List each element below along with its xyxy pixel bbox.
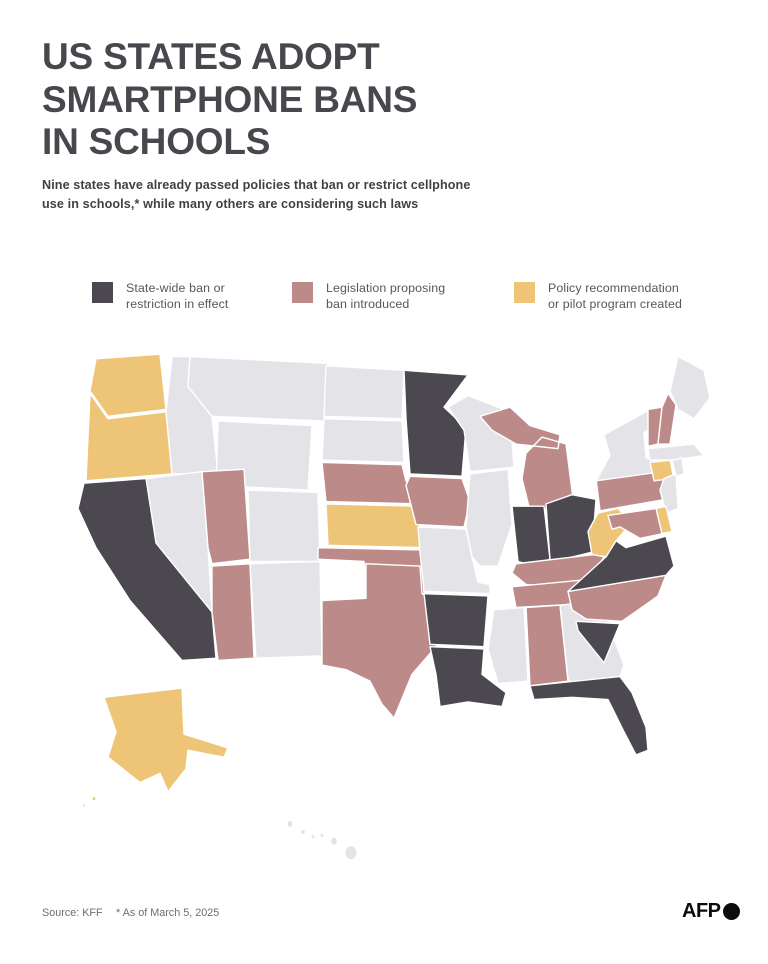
- state-hawaii-island: [330, 837, 337, 845]
- page-subtitle: Nine states have already passed policies…: [42, 176, 470, 214]
- state-hawaii-island: [311, 834, 315, 839]
- state-mississippi: [488, 608, 528, 684]
- subtitle-line-2: use in schools,* while many others are c…: [42, 196, 419, 211]
- state-alaska: [104, 688, 228, 792]
- state-california: [78, 479, 216, 661]
- subtitle-line-1: Nine states have already passed policies…: [42, 178, 471, 192]
- state-montana: [188, 357, 328, 421]
- state-illinois: [466, 469, 512, 566]
- title-line-3: IN SCHOOLS: [42, 121, 271, 163]
- state-ohio: [546, 495, 596, 562]
- state-kansas: [326, 504, 422, 548]
- legend-item-statewide-ban: State-wide ban or restriction in effect: [92, 280, 228, 313]
- state-arkansas: [424, 594, 488, 647]
- state-south-dakota: [322, 419, 404, 463]
- state-maryland: [608, 508, 662, 538]
- state-nebraska: [322, 462, 418, 503]
- footnote: * As of March 5, 2025: [116, 907, 220, 919]
- title-line-2: SMARTPHONE BANS: [42, 78, 418, 120]
- state-iowa: [406, 476, 470, 527]
- state-south-carolina: [576, 621, 620, 662]
- legend-label-proposed: Legislation proposing ban introduced: [326, 281, 446, 312]
- state-hawaii-island: [345, 846, 357, 860]
- state-alabama: [526, 605, 568, 686]
- legend-swatch-pilot: [514, 282, 535, 303]
- legend-label-ban: State-wide ban or restriction in effect: [126, 281, 229, 312]
- state-alaska-aleutian-island: [92, 796, 96, 801]
- state-arizona: [212, 564, 254, 661]
- legend-swatch-proposed: [292, 282, 313, 303]
- afp-globe-icon: [722, 903, 740, 920]
- afp-logo-text: AFP: [682, 900, 721, 922]
- state-massachusetts: [648, 444, 704, 460]
- afp-logo: AFP: [682, 900, 740, 923]
- state-maine: [670, 357, 710, 419]
- legend-label-pilot: Policy recommendation or pilot program c…: [548, 281, 682, 312]
- source-credit: Source: KFF: [42, 907, 103, 919]
- title-line-1: US STATES ADOPT: [42, 36, 380, 77]
- us-choropleth-map: [60, 345, 760, 870]
- page-title: US STATES ADOPT SMARTPHONE BANS IN SCHOO…: [42, 36, 417, 164]
- state-north-dakota: [324, 366, 404, 419]
- state-florida: [530, 677, 648, 755]
- state-new-hampshire: [658, 393, 676, 444]
- us-map-svg: [60, 345, 760, 870]
- state-louisiana: [430, 647, 506, 707]
- legend-item-legislation-proposed: Legislation proposing ban introduced: [292, 280, 445, 313]
- state-minnesota: [404, 370, 468, 476]
- legend-item-pilot-program: Policy recommendation or pilot program c…: [514, 280, 682, 313]
- state-new-jersey: [660, 474, 678, 513]
- state-hawaii-island: [300, 829, 305, 835]
- legend-swatch-ban: [92, 282, 113, 303]
- state-hawaii-island: [287, 820, 293, 827]
- state-colorado: [248, 490, 320, 561]
- state-indiana: [512, 506, 550, 566]
- state-new-mexico: [250, 561, 322, 658]
- state-alaska-aleutian-island: [83, 804, 86, 807]
- state-hawaii-island: [320, 833, 324, 838]
- state-washington: [90, 354, 166, 416]
- state-utah: [202, 469, 250, 563]
- state-rhode-island: [672, 458, 684, 476]
- state-texas: [322, 564, 438, 718]
